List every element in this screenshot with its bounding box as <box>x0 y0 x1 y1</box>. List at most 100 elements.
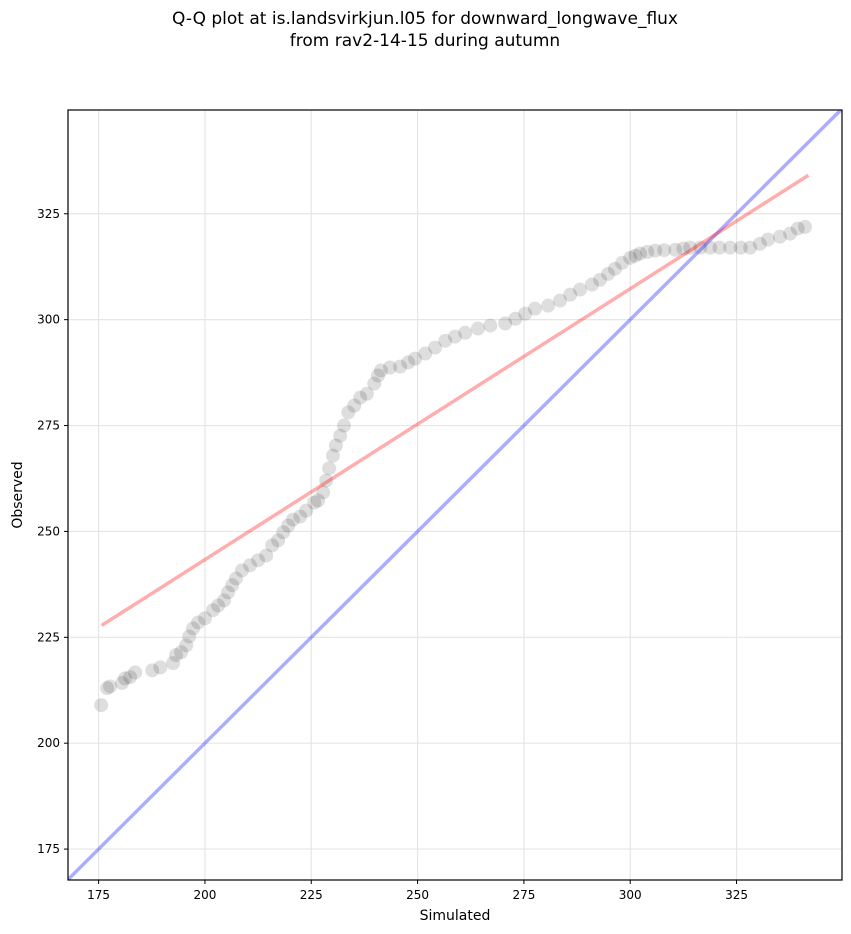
scatter-point <box>311 493 326 508</box>
scatter-point <box>100 681 115 696</box>
scatter-point <box>593 272 608 287</box>
scatter-point <box>401 355 416 370</box>
scatter-point <box>251 553 266 568</box>
x-axis-ticks: 175 200 225 250 275 300 325 <box>87 880 748 902</box>
scatter-point <box>220 585 235 600</box>
scatter-point <box>285 512 300 527</box>
chart-subtitle: from rav2-14-15 during autumn <box>290 31 560 51</box>
scatter-point <box>234 563 249 578</box>
scatter-point <box>128 665 143 680</box>
scatter-point <box>772 229 787 244</box>
scatter-point <box>293 509 308 524</box>
y-tick-label: 200 <box>37 736 60 750</box>
scatter-point <box>153 660 168 675</box>
scatter-point <box>382 360 397 375</box>
scatter-point <box>648 243 663 258</box>
scatter-point <box>174 645 189 660</box>
x-tick-label: 325 <box>725 888 748 902</box>
scatter-point <box>94 698 109 713</box>
scatter-point <box>408 351 423 366</box>
scatter-point <box>243 558 258 573</box>
x-tick-label: 275 <box>512 888 535 902</box>
scatter-point <box>752 236 767 251</box>
x-tick-label: 200 <box>193 888 216 902</box>
scatter-point <box>333 428 348 443</box>
scatter-point <box>211 598 226 613</box>
scatter-point <box>217 593 232 608</box>
x-tick-label: 250 <box>406 888 429 902</box>
scatter-point <box>783 226 798 241</box>
scatter-point <box>103 679 118 694</box>
scatter-point <box>316 485 331 500</box>
chart-title: Q-Q plot at is.landsvirkjun.l05 for down… <box>172 9 678 29</box>
y-tick-label: 300 <box>37 313 60 327</box>
scatter-point <box>683 240 698 255</box>
scatter-point <box>319 473 334 488</box>
scatter-point <box>337 418 352 433</box>
scatter-point <box>281 518 296 533</box>
scatter-point <box>191 615 206 630</box>
scatter-point <box>182 629 197 644</box>
scatter-point <box>712 240 727 255</box>
scatter-point <box>325 448 340 463</box>
scatter-point <box>615 255 630 270</box>
scatter-point <box>693 240 708 255</box>
scatter-point <box>341 405 356 420</box>
scatter-point <box>145 663 160 678</box>
scatter-point <box>657 243 672 258</box>
scatter-point <box>448 329 462 344</box>
reference-lines <box>68 110 842 880</box>
scatter-point <box>353 390 368 405</box>
scatter-point <box>743 240 758 255</box>
scatter-point <box>541 298 556 313</box>
scatter-point <box>371 368 386 383</box>
scatter-point <box>761 232 776 247</box>
scatter-point <box>518 306 533 321</box>
scatter-point <box>115 676 130 691</box>
y-axis-ticks: 175 200 225 250 275 300 325 <box>37 207 68 856</box>
scatter-point <box>628 248 643 263</box>
scatter-point <box>271 533 286 548</box>
scatter-point <box>259 548 274 563</box>
scatter-point <box>307 495 322 510</box>
scatter-point <box>553 293 568 308</box>
x-axis-label: Simulated <box>420 908 491 924</box>
x-tick-label: 225 <box>300 888 323 902</box>
scatter-point <box>508 311 523 326</box>
scatter-point <box>527 301 542 316</box>
scatter-point <box>197 611 212 626</box>
scatter-point <box>123 670 138 685</box>
scatter-point <box>632 246 647 261</box>
scatter-point <box>573 282 588 297</box>
scatter-point <box>483 318 498 333</box>
scatter-point <box>347 398 362 413</box>
scatter-point <box>798 219 813 234</box>
scatter-point <box>169 648 184 663</box>
scatter-point <box>601 266 616 281</box>
scatter-point <box>359 386 374 401</box>
y-tick-label: 225 <box>37 630 60 644</box>
scatter-point <box>498 316 513 331</box>
scatter-point <box>322 461 337 476</box>
y-tick-label: 250 <box>37 524 60 538</box>
scatter-point <box>668 242 683 257</box>
scatter-point <box>393 359 408 374</box>
scatter-point <box>265 538 280 553</box>
scatter-point <box>676 241 691 256</box>
scatter-point <box>623 250 638 265</box>
scatter-point <box>418 346 433 361</box>
scatter-point <box>733 240 748 255</box>
scatter-point <box>225 578 240 593</box>
y-axis-label: Observed <box>10 461 26 528</box>
fit-line <box>100 173 810 627</box>
scatter-point <box>117 671 132 686</box>
y-tick-label: 175 <box>37 842 60 856</box>
x-tick-label: 175 <box>87 888 110 902</box>
scatter-point <box>166 656 181 671</box>
scatter-point <box>179 638 194 653</box>
scatter-point <box>607 261 622 276</box>
grid-lines <box>68 110 842 880</box>
y-tick-label: 275 <box>37 419 60 433</box>
scatter-point <box>438 333 453 348</box>
